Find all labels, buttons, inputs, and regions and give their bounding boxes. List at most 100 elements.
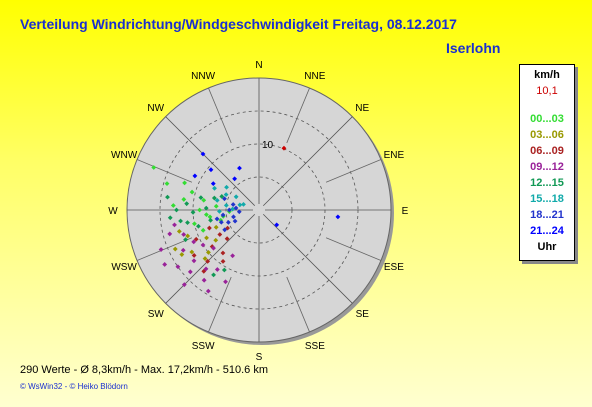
data-point: [230, 202, 236, 207]
direction-label: NW: [147, 103, 164, 114]
direction-label: S: [256, 352, 263, 363]
data-point: [222, 227, 228, 233]
ring-value-label: 10: [262, 140, 274, 151]
data-point: [214, 267, 220, 272]
direction-label: SE: [356, 309, 370, 320]
data-point: [201, 277, 207, 283]
data-point: [185, 233, 191, 239]
direction-spoke: [325, 237, 382, 261]
data-point: [198, 195, 204, 201]
legend-entry: 21...24: [530, 225, 564, 237]
direction-spoke: [262, 213, 353, 304]
data-point: [162, 262, 168, 267]
direction-spoke: [262, 116, 353, 207]
data-point: [232, 218, 238, 224]
legend-entry: 00...03: [530, 113, 564, 125]
data-point: [165, 194, 170, 200]
direction-label: ESE: [384, 262, 404, 273]
data-point: [201, 197, 207, 203]
data-point: [197, 207, 202, 213]
data-point: [187, 269, 193, 275]
legend-unit: km/h: [534, 69, 560, 81]
data-point: [217, 232, 223, 237]
data-point: [192, 173, 198, 179]
direction-spoke: [286, 87, 310, 144]
data-point: [220, 258, 226, 264]
legend-entry: 18...21: [530, 209, 564, 221]
data-point: [211, 195, 217, 201]
data-point: [205, 288, 211, 294]
data-point: [158, 247, 164, 252]
data-point: [203, 205, 209, 211]
data-point: [201, 268, 207, 274]
data-point: [237, 202, 243, 208]
direction-label: ENE: [384, 150, 405, 161]
data-point: [191, 239, 197, 245]
data-point: [231, 214, 236, 220]
data-point: [164, 181, 170, 187]
data-point: [172, 222, 177, 228]
data-point: [180, 247, 186, 253]
data-point: [230, 206, 236, 212]
direction-spoke: [286, 276, 310, 333]
chart-title: Verteilung Windrichtung/Windgeschwindigk…: [20, 16, 457, 32]
data-point: [206, 225, 212, 231]
direction-label: SW: [148, 309, 165, 320]
data-point: [241, 201, 246, 207]
data-point: [214, 216, 220, 222]
data-point: [222, 196, 227, 202]
data-point: [213, 203, 219, 209]
data-point: [192, 221, 197, 227]
data-point: [167, 215, 173, 221]
data-point: [184, 201, 190, 207]
data-point: [167, 231, 173, 237]
data-point: [181, 282, 187, 288]
data-point: [230, 253, 235, 259]
data-point: [205, 258, 211, 264]
legend-suffix: Uhr: [537, 241, 557, 253]
data-point: [170, 203, 176, 208]
footer-stats: 290 Werte - Ø 8,3km/h - Max. 17,2km/h - …: [20, 364, 268, 376]
data-point: [181, 232, 187, 237]
data-point: [226, 207, 232, 213]
data-point: [223, 192, 229, 198]
data-point: [214, 197, 220, 203]
data-point: [178, 218, 183, 224]
direction-label: NE: [355, 103, 369, 114]
data-point: [196, 223, 201, 229]
data-point: [208, 167, 214, 173]
data-point: [213, 224, 219, 230]
data-point: [237, 165, 242, 171]
data-point: [183, 237, 188, 243]
data-point: [172, 246, 178, 252]
data-point: [151, 165, 157, 170]
data-point: [182, 180, 187, 186]
data-point: [204, 212, 209, 218]
data-point: [212, 185, 217, 191]
data-point: [221, 267, 227, 273]
legend-entry: 12...15: [530, 177, 564, 189]
data-point: [213, 237, 219, 243]
direction-label: N: [255, 60, 262, 71]
data-point: [211, 272, 216, 278]
data-point: [207, 214, 213, 220]
legend-entry: 15...18: [530, 193, 564, 205]
direction-spoke: [136, 237, 193, 261]
data-point: [179, 252, 185, 257]
data-point: [191, 253, 197, 258]
data-point: [203, 266, 209, 272]
data-point: [218, 219, 224, 225]
data-point: [232, 176, 238, 182]
data-point: [224, 184, 229, 190]
direction-label: NNW: [191, 71, 215, 82]
data-point: [189, 189, 195, 195]
data-point: [233, 205, 239, 211]
data-point: [223, 203, 229, 208]
data-point: [233, 194, 239, 200]
data-point: [193, 236, 199, 242]
direction-spoke: [165, 116, 256, 207]
data-point: [200, 227, 206, 233]
direction-spoke: [325, 159, 382, 183]
data-point: [191, 258, 197, 264]
data-point: [210, 181, 216, 186]
